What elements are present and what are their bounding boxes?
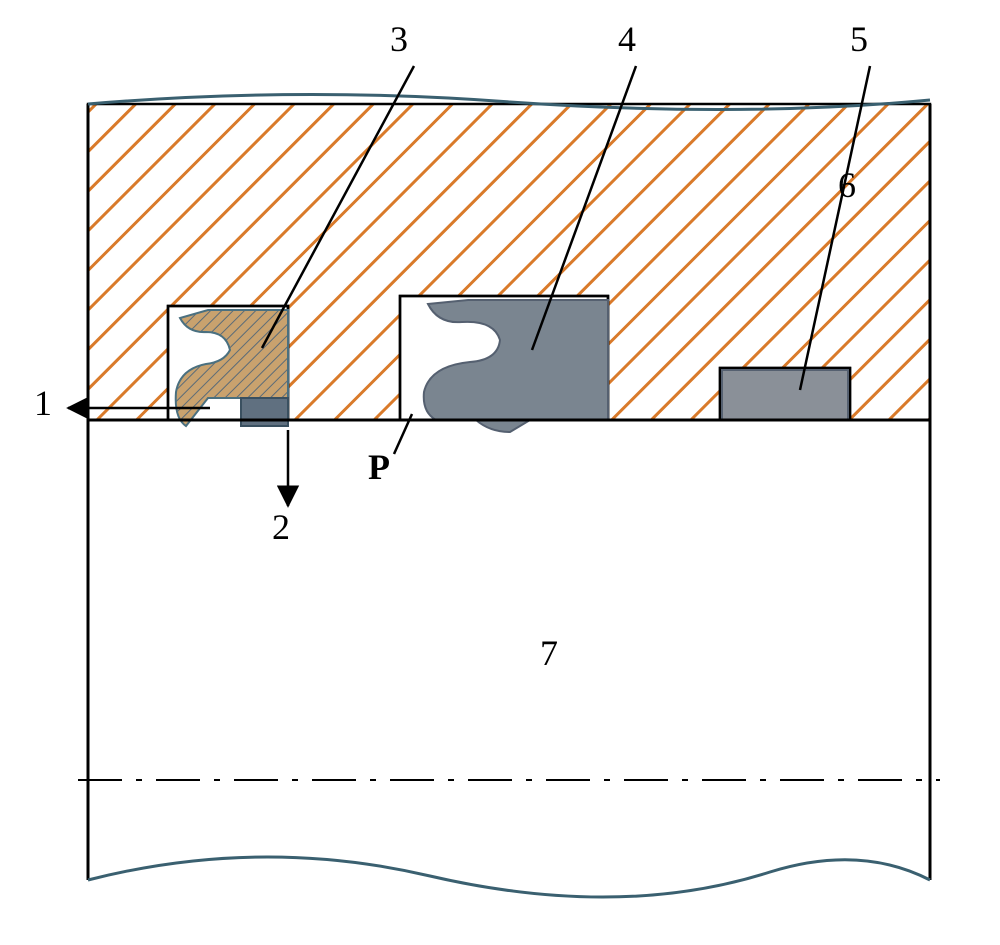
- groove-4: [400, 296, 608, 432]
- label-2: 2: [272, 506, 290, 548]
- label-P: P: [368, 446, 390, 488]
- label-7: 7: [540, 632, 558, 674]
- label-3: 3: [390, 18, 408, 60]
- groove-5: [720, 368, 850, 420]
- seal-4: [424, 300, 608, 432]
- diagram-svg: [0, 0, 1000, 945]
- label-5: 5: [850, 18, 868, 60]
- diagram-root: 1 2 3 4 5 6 7 P: [0, 0, 1000, 945]
- ring-5: [722, 370, 848, 420]
- block-2: [241, 398, 288, 426]
- label-4: 4: [618, 18, 636, 60]
- label-1: 1: [34, 382, 52, 424]
- label-6: 6: [838, 164, 856, 206]
